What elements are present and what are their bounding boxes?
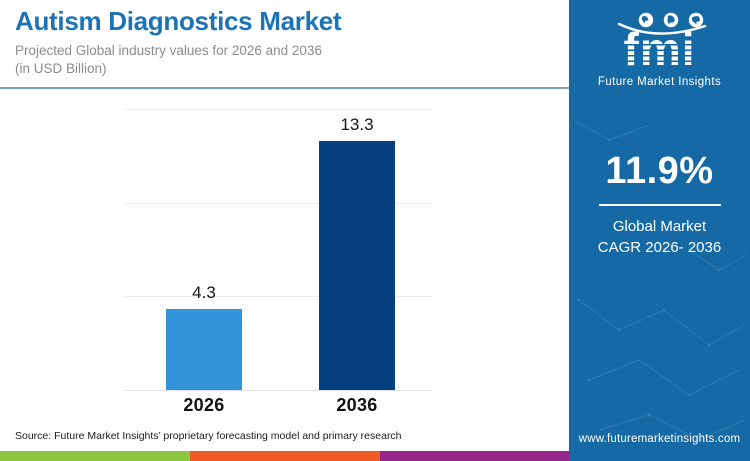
logo-caption: Future Market Insights	[597, 76, 722, 88]
gridline-10	[125, 202, 433, 204]
bar-2026: 4.3	[166, 95, 242, 390]
cagr-label: Global Market CAGR 2026- 2036	[569, 216, 750, 258]
bar-value-label-2036: 13.3	[340, 114, 374, 134]
globe-europe-icon	[663, 12, 679, 28]
x-axis-label-2036: 2036	[336, 395, 378, 415]
bar-chart: 4.3 13.3 2026 2036	[125, 95, 433, 415]
subtitle-line-2: (in USD Billion)	[15, 60, 107, 76]
chart-subtitle: Projected Global industry values for 202…	[15, 42, 555, 77]
strip-segment-orange	[190, 451, 380, 461]
header: Autism Diagnostics Market Projected Glob…	[15, 6, 555, 77]
bar-rect-2036	[319, 140, 395, 390]
logo-swoosh	[617, 22, 707, 35]
globe-americas-icon	[638, 12, 654, 28]
strip-segment-purple	[380, 451, 569, 461]
x-axis-label-2026: 2026	[183, 395, 225, 415]
page-title: Autism Diagnostics Market	[15, 6, 342, 36]
sidebar: fmi Future Market Insights 11.9% Global …	[569, 0, 750, 461]
bar-rect-2026	[166, 309, 242, 390]
cagr-divider	[598, 204, 721, 206]
cagr-callout: 11.9% Global Market CAGR 2026- 2036	[569, 150, 750, 258]
header-divider	[0, 87, 569, 89]
gridline-0	[125, 390, 433, 391]
logo-globes	[638, 12, 704, 28]
strip-segment-green	[0, 451, 190, 461]
bar-value-label-2026: 4.3	[192, 283, 216, 303]
fmi-logo: fmi Future Market Insights	[569, 6, 750, 98]
brand-color-strip	[0, 451, 569, 461]
gridline-15	[125, 109, 433, 110]
gridline-5	[125, 296, 433, 298]
website-url: www.futuremarketinsights.com	[578, 433, 741, 445]
bar-2036: 13.3	[319, 95, 395, 390]
logo-stripe-texture	[607, 40, 713, 72]
globe-asia-icon	[688, 12, 704, 28]
subtitle-line-1: Projected Global industry values for 202…	[15, 43, 322, 58]
source-note: Source: Future Market Insights’ propriet…	[15, 430, 402, 442]
cagr-label-line-1: Global Market	[612, 218, 707, 235]
cagr-label-line-2: CAGR 2026- 2036	[597, 239, 722, 256]
cagr-value: 11.9%	[605, 150, 714, 192]
